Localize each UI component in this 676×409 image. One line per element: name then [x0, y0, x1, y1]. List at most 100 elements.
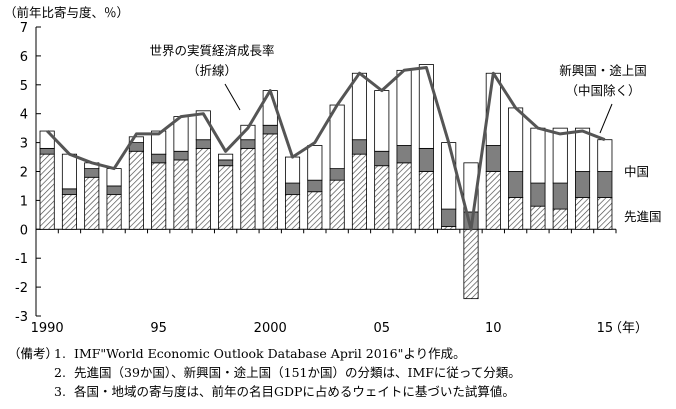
bar-emerging-segment — [441, 142, 457, 210]
note-text: 各国・地域の寄与度は、前年の名目GDPに占めるウェイトに基づいた試算値。 — [74, 384, 515, 399]
bar-advanced-segment — [508, 197, 524, 230]
bar-emerging-segment — [597, 139, 613, 172]
y-tick-label: 5 — [20, 79, 28, 94]
x-tick-label: 15 — [597, 321, 614, 336]
bar-advanced-segment — [195, 147, 211, 230]
bar-advanced-segment — [441, 226, 457, 230]
bar-advanced-segment — [262, 133, 278, 230]
y-tick-label: 7 — [20, 21, 28, 36]
bar-china-segment — [173, 150, 189, 161]
bar-advanced-segment — [128, 150, 144, 230]
bar-emerging-segment — [396, 69, 412, 146]
bar-advanced-segment — [485, 171, 501, 230]
bar-china-segment — [61, 188, 78, 196]
bar-advanced-segment — [418, 171, 434, 230]
bar-china-segment — [151, 153, 167, 164]
x-axis-label: （年） — [609, 321, 648, 336]
note-3: 3. 各国・地域の寄与度は、前年の名目GDPに占めるウェイトに基づいた試算値。 — [8, 382, 672, 401]
bar-emerging-segment — [351, 72, 368, 141]
annotation-world-line2: （折線） — [187, 63, 237, 78]
bar-advanced-segment — [329, 179, 345, 230]
bar-advanced-segment — [106, 194, 122, 230]
bar-china-segment — [84, 168, 100, 178]
bar-china-segment — [552, 182, 568, 210]
bar-emerging-segment — [284, 156, 301, 184]
annotation-emerging-line1: 新興国・途上国 — [559, 63, 647, 78]
bar-china-segment — [508, 171, 524, 198]
bar-china-segment — [39, 147, 55, 155]
bar-advanced-segment — [284, 194, 301, 230]
bar-advanced-segment — [374, 165, 390, 230]
bar-emerging-segment — [530, 127, 546, 184]
y-tick-label: 3 — [20, 137, 28, 152]
stacked-bars — [39, 64, 613, 300]
note-1: （備考）1. IMF"World Economic Outlook Databas… — [8, 344, 672, 363]
notes-label: （備考） — [8, 346, 59, 361]
bar-advanced-segment — [530, 205, 546, 230]
annotation-emerging-arrow — [599, 103, 613, 134]
y-tick-label: -3 — [15, 310, 28, 325]
bar-advanced-segment — [463, 228, 479, 300]
note-number: 3. — [54, 384, 66, 399]
bar-china-segment — [195, 139, 211, 149]
bar-china-segment — [396, 145, 412, 164]
bar-advanced-segment — [552, 208, 568, 230]
bar-china-segment — [284, 182, 301, 196]
x-tick-label: 10 — [485, 321, 502, 336]
world-growth-line — [46, 66, 606, 231]
bar-emerging-segment — [575, 127, 591, 172]
bar-china-segment — [240, 139, 256, 149]
bar-advanced-segment — [307, 191, 323, 230]
y-axis-label: （前年比寄与度、％） — [4, 5, 129, 20]
bar-china-segment — [218, 159, 234, 167]
bar-emerging-segment — [552, 127, 568, 184]
y-tick-label: 1 — [20, 194, 28, 209]
x-tick-label: 05 — [373, 321, 390, 336]
annotation-china: 中国 — [624, 164, 649, 179]
y-tick-label: 4 — [20, 108, 28, 123]
bar-china-segment — [329, 168, 345, 181]
bar-china-segment — [485, 145, 501, 172]
bar-china-segment — [307, 179, 323, 193]
bar-emerging-segment — [39, 130, 55, 149]
bar-china-segment — [351, 139, 368, 155]
note-number: 2. — [54, 365, 66, 380]
bar-advanced-segment — [151, 162, 167, 230]
notes: （備考）1. IMF"World Economic Outlook Databas… — [8, 344, 672, 401]
x-tick-label: 1990 — [31, 321, 64, 336]
bar-emerging-segment — [218, 153, 234, 161]
bar-advanced-segment — [61, 194, 78, 230]
note-2: 2. 先進国（39か国）、新興国・途上国（151か国）の分類は、IMFに従って分類… — [8, 363, 672, 382]
bar-china-segment — [262, 124, 278, 135]
bar-china-segment — [575, 171, 591, 198]
bar-emerging-segment — [128, 136, 144, 144]
bar-advanced-segment — [396, 162, 412, 230]
bar-emerging-segment — [61, 153, 78, 190]
bar-china-segment — [597, 171, 613, 198]
annotation-emerging-line2: （中国除く） — [565, 83, 640, 98]
y-tick-label: 2 — [20, 166, 28, 181]
y-tick-label: -1 — [15, 252, 28, 267]
bar-advanced-segment — [575, 197, 591, 230]
y-tick-label: -2 — [15, 281, 28, 296]
bar-emerging-segment — [418, 64, 434, 149]
world-growth-polyline — [46, 66, 606, 231]
note-text: 先進国（39か国）、新興国・途上国（151か国）の分類は、IMFに従って分類。 — [74, 365, 521, 380]
x-tick-label: 2000 — [254, 321, 287, 336]
annotations: 世界の実質経済成長率 （折線） 新興国・途上国 （中国除く） 中国 先進国 — [149, 43, 661, 224]
growth-contribution-chart: （前年比寄与度、％） -3 -2 -1 0 1 2 3 4 5 6 7 1990 95 2000 05 10… — [4, 5, 662, 336]
bar-china-segment — [418, 147, 434, 172]
x-axis: 1990 95 2000 05 10 15（年） — [31, 228, 648, 336]
y-tick-label: 0 — [20, 223, 28, 238]
x-tick-label: 95 — [150, 321, 167, 336]
y-tick-label: 6 — [20, 50, 28, 65]
bar-china-segment — [374, 150, 390, 167]
bar-emerging-segment — [106, 168, 122, 187]
note-text: IMF"World Economic Outlook Database Apri… — [74, 346, 466, 361]
bar-china-segment — [530, 182, 546, 207]
bar-advanced-segment — [39, 153, 55, 230]
bar-advanced-segment — [351, 153, 368, 230]
bar-emerging-segment — [151, 130, 167, 155]
bar-advanced-segment — [84, 176, 100, 230]
y-axis: -3 -2 -1 0 1 2 3 4 5 6 7 — [15, 21, 41, 325]
